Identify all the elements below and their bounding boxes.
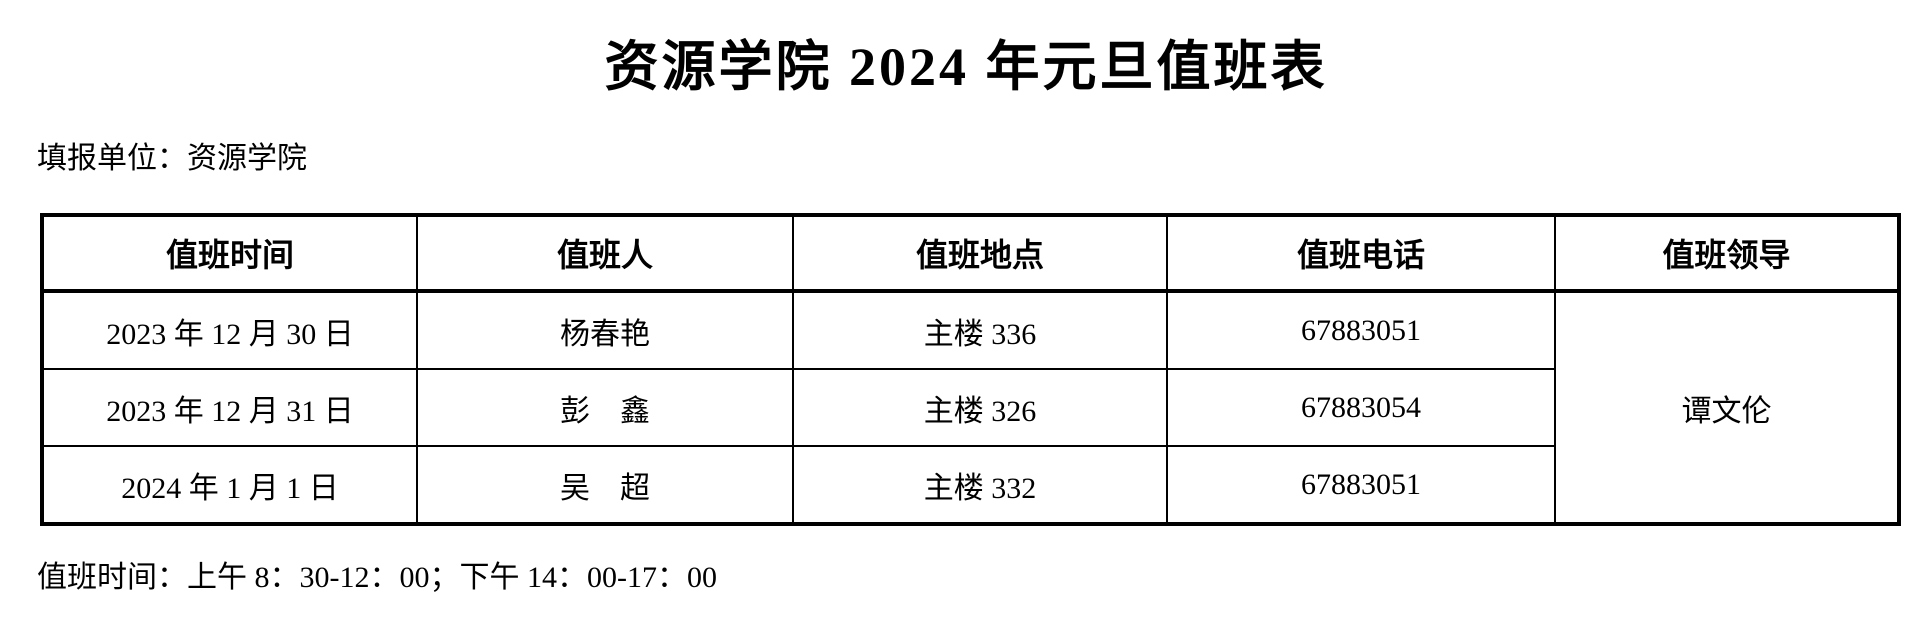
col-header-duty-leader: 值班领导 <box>1554 214 1900 293</box>
cell-duty-phone: 67883051 <box>1166 445 1556 525</box>
table-row: 2023 年 12 月 30 日 杨春艳 主楼 336 67883051 谭文伦 <box>41 290 1900 525</box>
col-header-duty-location: 值班地点 <box>792 214 1168 293</box>
cell-duty-person: 彭 鑫 <box>416 368 794 447</box>
page-title: 资源学院 2024 年元旦值班表 <box>604 37 1328 97</box>
duty-hours-note: 值班时间：上午 8：30-12：00；下午 14：00-17：00 <box>37 561 717 594</box>
reporting-unit-line: 填报单位：资源学院 <box>37 141 307 177</box>
cell-duty-person: 杨春艳 <box>416 290 794 370</box>
cell-duty-location: 主楼 332 <box>792 445 1168 525</box>
cell-duty-leader: 谭文伦 <box>1554 290 1900 525</box>
cell-duty-date: 2023 年 12 月 31 日 <box>41 368 418 447</box>
reporting-unit-value: 资源学院 <box>187 142 307 175</box>
table-row: 2023 年 12 月 31 日 彭 鑫 主楼 326 67883054 <box>41 368 1899 447</box>
cell-duty-location: 主楼 336 <box>792 290 1168 370</box>
cell-duty-person: 吴 超 <box>416 445 794 525</box>
duty-roster-table: 值班时间 值班人 值班地点 值班电话 值班领导 2023 年 12 月 30 日… <box>40 213 1901 526</box>
cell-duty-phone: 67883054 <box>1166 368 1556 447</box>
cell-duty-location: 主楼 326 <box>792 368 1168 447</box>
col-header-duty-person: 值班人 <box>416 214 794 293</box>
reporting-unit-label: 填报单位： <box>37 142 187 175</box>
cell-duty-date: 2024 年 1 月 1 日 <box>41 445 418 525</box>
cell-duty-phone: 67883051 <box>1166 290 1556 370</box>
header-row: 值班时间 值班人 值班地点 值班电话 值班领导 <box>41 214 1900 293</box>
col-header-duty-phone: 值班电话 <box>1166 214 1556 293</box>
col-header-duty-time: 值班时间 <box>41 214 418 293</box>
cell-duty-date: 2023 年 12 月 30 日 <box>41 290 418 370</box>
table-row: 2024 年 1 月 1 日 吴 超 主楼 332 67883051 <box>41 445 1899 525</box>
